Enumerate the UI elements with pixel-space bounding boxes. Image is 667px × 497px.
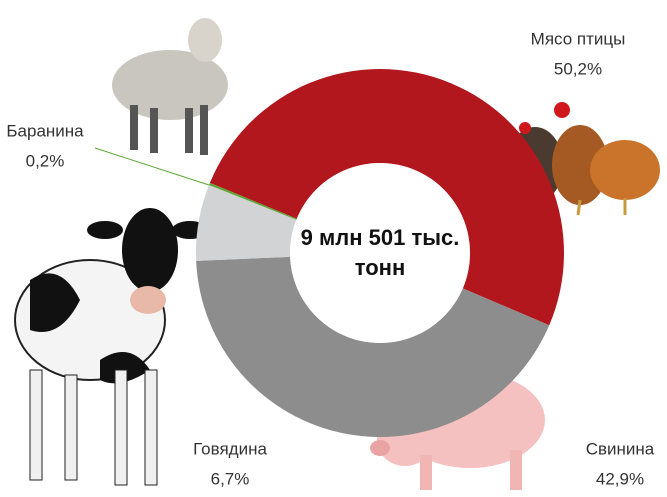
cow-illustration: [14, 208, 208, 486]
center-label: тонн: [355, 255, 406, 280]
category-label: Говядина: [193, 439, 267, 458]
category-label: Мясо птицы: [531, 29, 626, 48]
sheep-illustration: [112, 18, 228, 155]
value-label: 6,7%: [211, 469, 250, 488]
donut-segment: [209, 69, 564, 326]
category-label: Свинина: [586, 439, 655, 458]
donut: [196, 69, 564, 438]
donut-segment: [196, 256, 550, 438]
value-label: 50,2%: [554, 59, 602, 78]
labels: 9 млн 501 тыс. тонн Мясо птицы 50,2% Свинина…: [6, 29, 654, 488]
value-label: 42,9%: [596, 469, 644, 488]
donut-hole: [290, 163, 470, 343]
leader-line: [94, 147, 213, 187]
center-label: 9 млн 501 тыс.: [301, 225, 460, 250]
donut-segment: [209, 182, 297, 220]
value-label: 0,2%: [26, 151, 65, 170]
donut-segment: [196, 185, 297, 261]
category-label: Баранина: [6, 121, 84, 140]
